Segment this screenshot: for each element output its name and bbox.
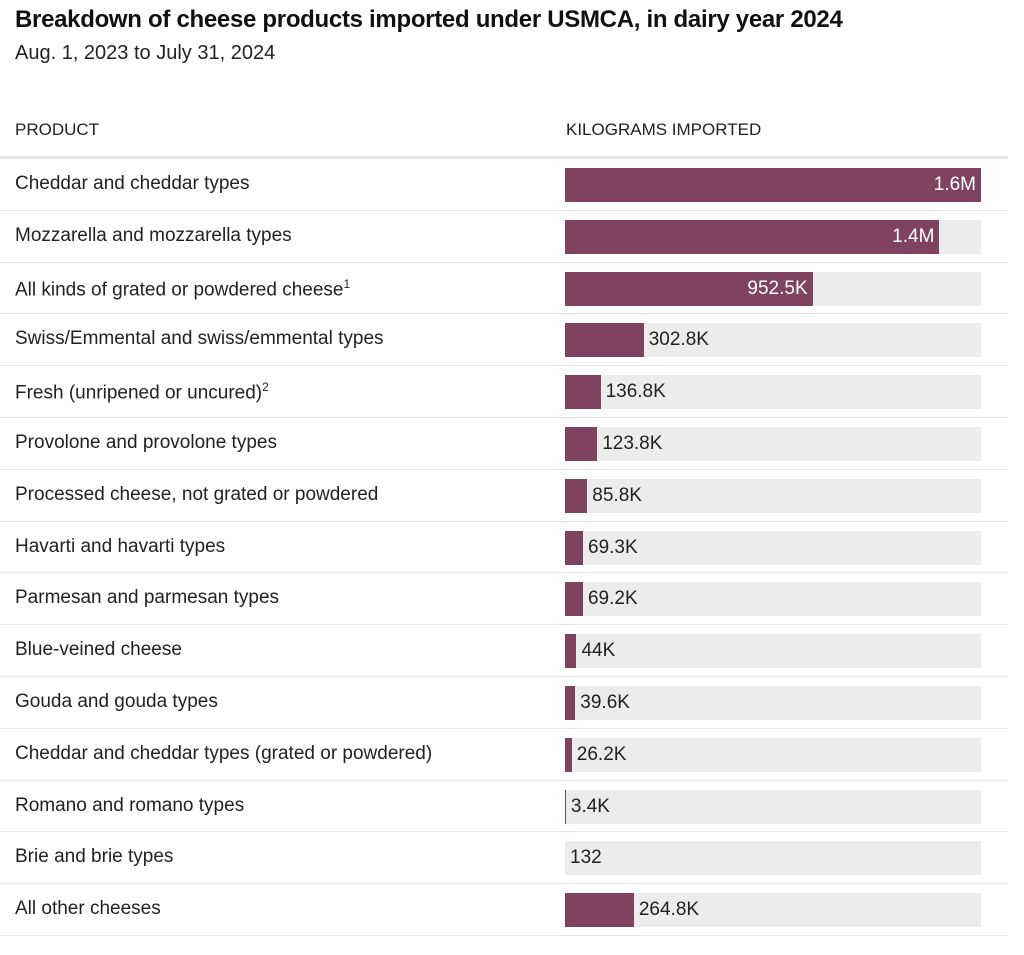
category-label: All kinds of grated or powdered cheese1	[15, 277, 350, 301]
bar-track: 85.8K	[565, 478, 981, 513]
value-label: 132	[570, 847, 602, 869]
table-row: All other cheeses 264.8K	[0, 884, 1008, 936]
value-label: 26.2K	[576, 743, 627, 765]
category-text: All other cheeses	[15, 898, 161, 920]
table-row: Swiss/Emmental and swiss/emmental types 3…	[0, 314, 1008, 367]
table-row: Cheddar and cheddar types (grated or pow…	[0, 729, 1008, 781]
bar	[565, 737, 572, 772]
category-text: Processed cheese, not grated or powdered	[15, 483, 379, 505]
bar-track: 952.5K	[565, 271, 981, 306]
category-text: Cheddar and cheddar types (grated or pow…	[15, 742, 433, 764]
table-row: Cheddar and cheddar types 1.6M	[0, 159, 1008, 211]
bar	[565, 530, 584, 565]
bar	[565, 375, 601, 410]
bar-track: 3.4K	[565, 789, 981, 824]
category-text: All kinds of grated or powdered cheese	[15, 278, 344, 300]
value-label: 1.4M	[892, 225, 935, 247]
bar-track: 1.6M	[565, 168, 981, 202]
category-text: Brie and brie types	[15, 846, 174, 868]
category-label: Provolone and provolone types	[15, 432, 277, 454]
table-row: Mozzarella and mozzarella types 1.4M	[0, 211, 1008, 263]
value-label: 3.4K	[570, 795, 610, 817]
bar-track: 39.6K	[565, 685, 981, 720]
table-row: Gouda and gouda types 39.6K	[0, 677, 1008, 729]
category-label: Brie and brie types	[15, 846, 173, 868]
table-row: Havarti and havarti types 69.3K	[0, 522, 1008, 574]
category-label: Processed cheese, not grated or powdered	[15, 484, 378, 506]
value-label: 69.3K	[588, 536, 638, 558]
bar	[565, 685, 576, 720]
category-label: Parmesan and parmesan types	[15, 587, 279, 609]
bar	[565, 323, 644, 358]
bar-track: 264.8K	[565, 893, 981, 928]
value-label: 85.8K	[592, 484, 642, 506]
chart-subtitle: Aug. 1, 2023 to July 31, 2024	[15, 42, 276, 64]
category-label: Cheddar and cheddar types	[15, 173, 250, 195]
bar-track: 136.8K	[565, 375, 981, 410]
value-label: 39.6K	[580, 691, 630, 713]
category-text: Provolone and provolone types	[15, 431, 277, 453]
table-row: Fresh (unripened or uncured)2 136.8K	[0, 366, 1008, 418]
product-column-header: PRODUCT	[15, 120, 100, 139]
value-label: 136.8K	[605, 381, 666, 403]
bar	[565, 426, 598, 461]
bar-track: 1.4M	[565, 219, 981, 254]
value-label: 952.5K	[747, 277, 808, 299]
category-label: All other cheeses	[15, 898, 161, 920]
table-row: All kinds of grated or powdered cheese1 9…	[0, 263, 1008, 315]
value-label: 44K	[581, 640, 616, 662]
bar-rows: Cheddar and cheddar types 1.6M Mozzarella …	[0, 159, 1008, 936]
bar	[565, 789, 566, 824]
category-text: Swiss/Emmental and swiss/emmental types	[15, 328, 384, 350]
value-label: 69.2K	[587, 588, 638, 610]
bar-track: 132	[565, 841, 981, 876]
category-label: Swiss/Emmental and swiss/emmental types	[15, 328, 384, 350]
table-row: Blue-veined cheese 44K	[0, 625, 1008, 677]
category-text: Parmesan and parmesan types	[15, 587, 280, 609]
bar-track: 44K	[565, 634, 981, 669]
value-label: 1.6M	[933, 174, 976, 195]
category-text: Romano and romano types	[15, 794, 245, 816]
table-row: Parmesan and parmesan types 69.2K	[0, 573, 1008, 626]
category-label: Cheddar and cheddar types (grated or pow…	[15, 743, 432, 765]
category-text: Blue-veined cheese	[15, 639, 182, 661]
bar-track: 69.3K	[565, 530, 981, 565]
bar-track: 26.2K	[565, 737, 981, 772]
value-label: 264.8K	[638, 899, 700, 921]
bar-track: 69.2K	[565, 582, 981, 617]
value-label: 302.8K	[648, 329, 709, 351]
table-row: Romano and romano types 3.4K	[0, 781, 1008, 833]
table-row: Processed cheese, not grated or powdered…	[0, 470, 1008, 522]
category-text: Havarti and havarti types	[15, 535, 226, 557]
bar	[565, 893, 634, 928]
bar	[565, 168, 981, 202]
category-label: Havarti and havarti types	[15, 536, 225, 558]
kilograms-column-header: KILOGRAMS IMPORTED	[566, 120, 762, 139]
chart-title: Breakdown of cheese products imported un…	[15, 6, 843, 33]
bar-track: 302.8K	[565, 323, 981, 358]
category-label: Mozzarella and mozzarella types	[15, 225, 292, 247]
footnote-marker: 1	[343, 276, 351, 291]
table-row: Brie and brie types 132	[0, 832, 1008, 885]
bar	[565, 219, 940, 254]
category-label: Fresh (unripened or uncured)2	[15, 380, 269, 404]
category-text: Fresh (unripened or uncured)	[15, 382, 263, 404]
bar	[565, 582, 583, 617]
bar	[565, 271, 813, 306]
bar	[565, 634, 577, 669]
header-divider	[0, 156, 1008, 159]
footnote-marker: 2	[262, 380, 269, 395]
category-text: Gouda and gouda types	[15, 690, 218, 712]
bar-track: 123.8K	[565, 426, 981, 461]
table-row: Provolone and provolone types 123.8K	[0, 418, 1008, 470]
bar	[565, 478, 588, 513]
category-text: Mozzarella and mozzarella types	[15, 224, 292, 246]
category-label: Gouda and gouda types	[15, 691, 218, 713]
category-text: Cheddar and cheddar types	[15, 173, 250, 194]
category-label: Romano and romano types	[15, 795, 244, 817]
category-label: Blue-veined cheese	[15, 639, 182, 661]
value-label: 123.8K	[602, 432, 663, 454]
